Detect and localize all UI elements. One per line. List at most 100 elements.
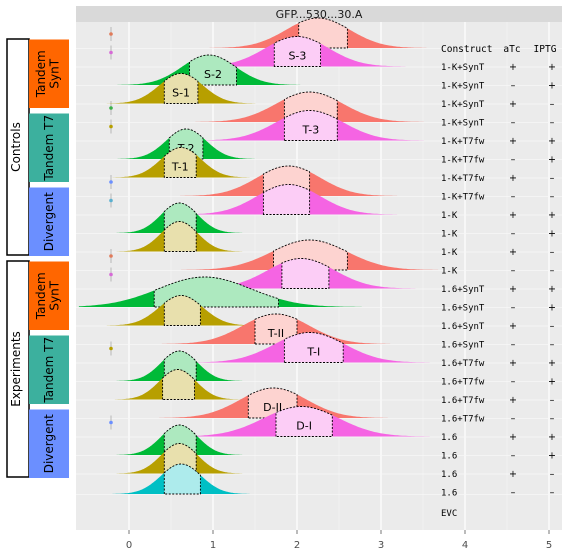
iptg-flag: – (550, 414, 555, 425)
atc-flag: + (509, 210, 517, 221)
condition-dot (109, 198, 113, 203)
atc-flag: + (509, 136, 517, 147)
ridge-iqr-box (254, 313, 298, 345)
subgroup-label: Tandem T7 (42, 337, 56, 404)
condition-dot (109, 32, 113, 36)
construct-label: 1-K+T7fw (441, 193, 485, 203)
subgroup-band (29, 39, 69, 108)
x-tick-label: 3 (378, 540, 384, 551)
construct-label: 1.6 (441, 452, 457, 462)
x-tick-label: 4 (462, 540, 468, 551)
iptg-flag: + (548, 377, 556, 388)
ridge-label: D-I (296, 420, 312, 433)
atc-flag: + (509, 173, 517, 184)
construct-label: 1.6+T7fw (441, 396, 485, 406)
iptg-flag: – (550, 247, 555, 258)
outer-group-label: Controls (9, 122, 23, 172)
ridge-label: T-I (306, 346, 320, 359)
ridge-label: T-3 (302, 124, 320, 137)
ridge-label: S-2 (204, 68, 222, 81)
ridge-label: S-1 (172, 87, 190, 100)
condition-dot (109, 420, 113, 425)
iptg-flag: + (548, 358, 556, 369)
iptg-flag: – (550, 340, 555, 351)
iptg-flag: + (548, 451, 556, 462)
iptg-flag: + (548, 81, 556, 92)
atc-flag: – (511, 414, 516, 425)
construct-label: 1-K+SynT (441, 100, 485, 110)
construct-label: EVC (441, 509, 457, 519)
iptg-flag: + (548, 284, 556, 295)
atc-flag: – (511, 81, 516, 92)
strip-background (76, 6, 562, 22)
construct-label: 1-K+T7fw (441, 174, 485, 184)
iptg-flag: – (550, 266, 555, 277)
atc-flag: – (511, 192, 516, 203)
construct-label: 1-K (441, 211, 458, 221)
atc-flag: + (509, 247, 517, 258)
atc-flag: + (509, 99, 517, 110)
subgroup-label: Tandem T7 (42, 115, 56, 182)
iptg-flag: – (550, 173, 555, 184)
ridge-iqr-box (162, 369, 195, 400)
iptg-flag: – (550, 192, 555, 203)
x-tick-label: 2 (294, 540, 300, 551)
atc-flag: – (511, 118, 516, 129)
atc-flag: + (509, 358, 517, 369)
construct-label: 1-K+SynT (441, 119, 485, 129)
ridge-iqr-box (189, 54, 237, 86)
subgroup-label: Divergent (42, 192, 56, 251)
construct-label: 1-K+T7fw (441, 156, 485, 166)
ridge-iqr-box (273, 36, 321, 67)
subgroup-band (29, 187, 69, 256)
atc-flag: + (509, 284, 517, 295)
construct-label: 1.6+T7fw (441, 415, 485, 425)
atc-flag: + (509, 62, 517, 73)
iptg-flag: + (548, 303, 556, 314)
x-tick-label: 1 (210, 540, 216, 551)
atc-flag: + (509, 469, 517, 480)
iptg-flag: + (548, 155, 556, 166)
construct-label: 1.6 (441, 433, 457, 443)
ridge-iqr-box (283, 332, 344, 363)
ridge-label: D-II (263, 401, 282, 414)
atc-flag: – (511, 488, 516, 499)
ridge-iqr-box (281, 258, 330, 289)
iptg-flag: – (550, 395, 555, 406)
atc-flag: – (511, 451, 516, 462)
atc-flag: – (511, 229, 516, 240)
atc-flag: – (511, 155, 516, 166)
subgroup-label: TandemSynT (34, 50, 62, 98)
x-axis-ticks: 0 1 2 3 4 5 (126, 530, 552, 551)
outer-group-label: Experiments (9, 331, 23, 407)
group-labels: Controls Experiments TandemSynT Tandem T7 Di… (6, 38, 69, 478)
condition-dot (109, 346, 113, 351)
condition-dot (109, 106, 113, 110)
iptg-flag: – (550, 321, 555, 332)
table-header: aTc (503, 44, 520, 55)
ridge-label: T-1 (171, 161, 189, 174)
ridge-iqr-box (163, 147, 197, 178)
table-header: Construct (441, 44, 492, 55)
atc-flag: + (509, 321, 517, 332)
ridge-iqr-box (163, 221, 197, 252)
construct-label: 1.6+SynT (441, 341, 485, 351)
subgroup-label: TandemSynT (34, 272, 62, 320)
iptg-flag: – (550, 99, 555, 110)
atc-flag: + (509, 432, 517, 443)
condition-dot (109, 124, 113, 129)
subgroup-label: Divergent (42, 414, 56, 473)
construct-label: 1-K (441, 230, 458, 240)
subgroup-band (29, 409, 69, 478)
iptg-flag: + (548, 62, 556, 73)
ridge-iqr-box (163, 463, 201, 495)
iptg-flag: + (548, 210, 556, 221)
ridge-iqr-box (275, 406, 333, 437)
iptg-flag: – (550, 488, 555, 499)
subgroup-band (29, 113, 69, 182)
construct-label: 1.6+T7fw (441, 378, 485, 388)
chart-title: GFP...530...30.A (276, 8, 363, 21)
atc-flag: – (511, 377, 516, 388)
x-tick-label: 5 (546, 540, 552, 551)
